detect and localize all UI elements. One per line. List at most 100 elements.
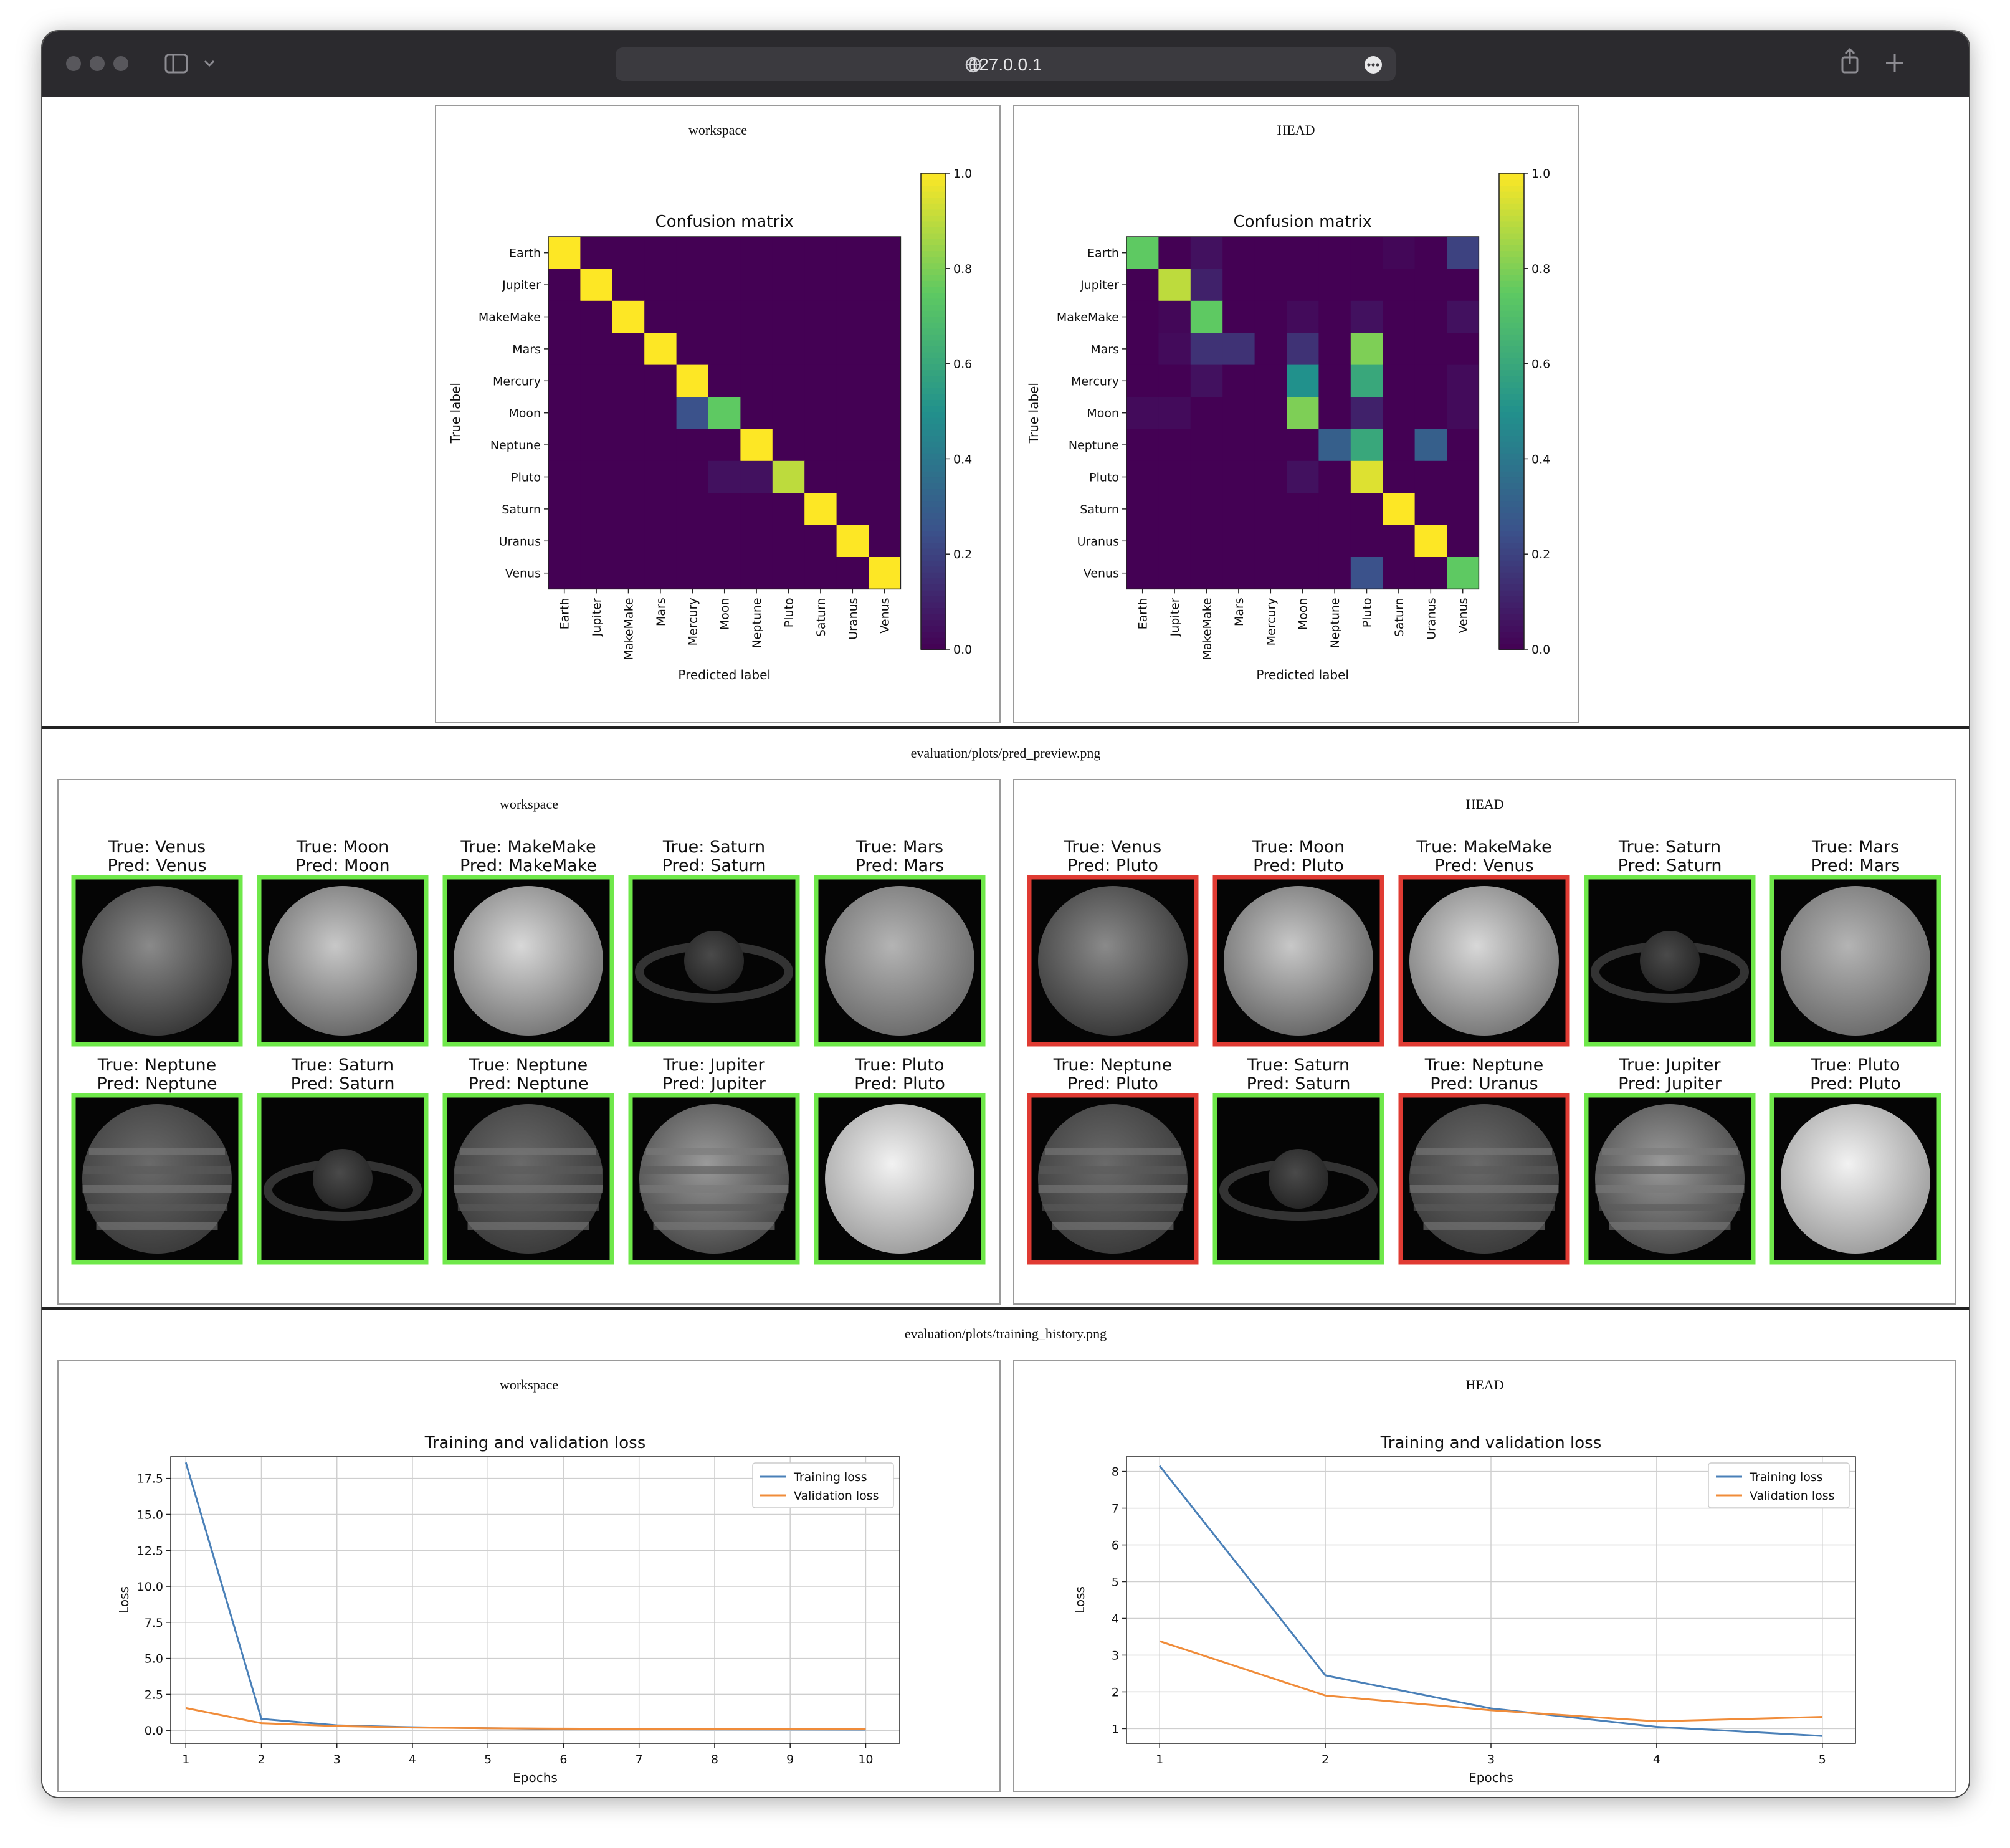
matrix-cell	[676, 557, 709, 589]
matrix-cell	[740, 237, 773, 269]
matrix-cell	[1158, 300, 1191, 333]
pred-label: Pred: Uranus	[1430, 1074, 1538, 1093]
address-bar[interactable]: 127.0.0.1	[616, 47, 1396, 81]
matrix-cell	[869, 557, 901, 589]
planet-disc	[1224, 886, 1373, 1036]
y-tick-label: Saturn	[502, 503, 541, 517]
plot-frame	[170, 1456, 900, 1744]
matrix-cell	[804, 269, 837, 302]
colorbar-segment	[1499, 256, 1524, 264]
matrix-cell	[1190, 557, 1223, 589]
matrix-cell	[548, 493, 581, 526]
matrix-cell	[676, 460, 709, 493]
x-tick-label: Moon	[1297, 598, 1310, 630]
colorbar-segment	[1499, 191, 1524, 198]
colorbar-segment	[921, 209, 946, 216]
chart-title: Training and validation loss	[424, 1434, 646, 1452]
planet-disc	[313, 1149, 373, 1209]
colorbar-segment	[1499, 399, 1524, 406]
matrix-cell	[869, 429, 901, 462]
panel-title: HEAD	[1465, 1377, 1504, 1393]
colorbar-segment	[1499, 470, 1524, 478]
matrix-cell	[644, 557, 677, 589]
pred-label: Pred: Jupiter	[662, 1074, 766, 1093]
matrix-cell	[676, 237, 709, 269]
colorbar-segment	[1499, 387, 1524, 394]
y-tick-label: Pluto	[511, 471, 541, 485]
matrix-cell	[1383, 557, 1416, 589]
matrix-cell	[1447, 429, 1479, 462]
colorbar-segment	[921, 197, 946, 204]
sidebar-icon[interactable]	[164, 54, 189, 75]
panel-title: workspace	[688, 122, 748, 138]
x-tick-label: MakeMake	[1201, 598, 1214, 660]
matrix-cell	[1383, 269, 1416, 302]
y-tick-label: 7.5	[145, 1616, 163, 1630]
colorbar-segment	[1499, 316, 1524, 323]
matrix-cell	[1222, 557, 1255, 589]
loss-chart: Training and validation loss 1 2 3 4 5 1 2 3 4 5 6 7…	[1072, 1434, 1856, 1785]
planet-disc	[1038, 886, 1188, 1036]
legend-box	[752, 1462, 894, 1508]
matrix-cell	[1222, 460, 1255, 493]
matrix-cell	[1222, 525, 1255, 558]
matrix-cell	[804, 493, 837, 526]
true-label: True: Mars	[855, 837, 943, 857]
colorbar-segment	[921, 369, 946, 376]
matrix-cell	[740, 557, 773, 589]
colorbar-segment	[921, 637, 946, 644]
share-icon[interactable]	[1841, 47, 1859, 75]
more-icon[interactable]	[1363, 55, 1383, 75]
colorbar-segment	[1499, 512, 1524, 519]
matrix-cell	[708, 300, 741, 333]
matrix-cell	[869, 300, 901, 333]
matrix-cell	[772, 397, 805, 429]
colorbar-segment	[921, 393, 946, 400]
matrix-cell	[1190, 493, 1223, 526]
matrix-cell	[740, 429, 773, 462]
y-tick-label: 6	[1112, 1539, 1119, 1553]
planet-disc	[684, 931, 744, 991]
matrix-cell	[708, 397, 741, 429]
panel-title: workspace	[499, 796, 559, 812]
colorbar-tick-label: 0.6	[953, 358, 972, 371]
x-tick-label: 1	[182, 1753, 189, 1766]
x-tick-label: 9	[786, 1753, 794, 1766]
minimize-window-button[interactable]	[90, 56, 105, 71]
matrix-cell	[1383, 364, 1416, 398]
matrix-cell	[1350, 397, 1383, 429]
zoom-window-button[interactable]	[113, 56, 128, 71]
chevron-down-icon[interactable]	[203, 59, 216, 69]
planet-band	[88, 1148, 226, 1155]
matrix-cell	[804, 364, 837, 398]
close-window-button[interactable]	[66, 56, 81, 71]
matrix-cell	[1190, 237, 1223, 269]
matrix-cell	[1414, 300, 1447, 333]
planet-band	[1410, 1166, 1558, 1174]
y-tick-label: 10.0	[137, 1580, 163, 1594]
matrix-cell	[1222, 429, 1255, 462]
colorbar-segment	[921, 482, 946, 490]
planet-disc	[1595, 1104, 1745, 1254]
matrix-cell	[869, 333, 901, 366]
matrix-cell	[548, 237, 581, 269]
matrix-cell	[1350, 364, 1383, 398]
matrix-cell	[804, 237, 837, 269]
colorbar-segment	[1499, 566, 1524, 573]
pred-label: Pred: Saturn	[291, 1074, 395, 1093]
true-label: True: Saturn	[1618, 837, 1721, 857]
colorbar-segment	[1499, 209, 1524, 216]
plus-icon[interactable]	[1884, 52, 1905, 74]
confusion-panel-workspace: workspace Confusion matrix Earth Earth Jupi…	[435, 105, 1001, 723]
matrix-cell	[548, 300, 581, 333]
matrix-cell	[1222, 397, 1255, 429]
matrix-cell	[1383, 333, 1416, 366]
matrix-cell	[1318, 397, 1351, 429]
y-tick-label: 5	[1112, 1576, 1119, 1589]
colorbar-segment	[921, 321, 946, 329]
matrix-cell	[1254, 525, 1287, 558]
matrix-cell	[804, 460, 837, 493]
planet-band	[1052, 1222, 1174, 1230]
planet-band	[1039, 1166, 1187, 1174]
colorbar-tick-label: 0.2	[953, 548, 972, 561]
